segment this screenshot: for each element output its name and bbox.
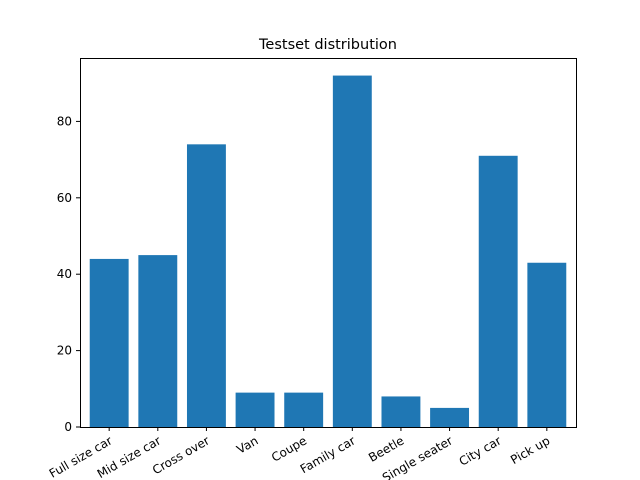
y-tick-label: 40 bbox=[57, 267, 72, 281]
bar-beetle bbox=[381, 396, 421, 427]
y-axis: 0 20 40 60 80 bbox=[57, 114, 80, 434]
y-tick-label: 20 bbox=[57, 344, 72, 358]
x-tick-label: Pick up bbox=[508, 433, 552, 467]
plot-frame bbox=[80, 58, 577, 428]
bar-cross-over bbox=[186, 144, 226, 427]
bar-city-car bbox=[478, 155, 518, 427]
bar-mid-size-car bbox=[138, 255, 178, 427]
bar-coupe bbox=[284, 392, 324, 427]
bar-pick-up bbox=[527, 262, 567, 427]
bar-single-seater bbox=[430, 407, 470, 427]
bar-van bbox=[235, 392, 275, 427]
chart-title: Testset distribution bbox=[258, 37, 397, 53]
bar-full-size-car bbox=[89, 258, 129, 427]
y-tick-label: 0 bbox=[64, 420, 72, 434]
bar-family-car bbox=[332, 75, 372, 428]
y-tick-label: 80 bbox=[57, 114, 72, 128]
x-tick-label: City car bbox=[457, 433, 504, 468]
bars-group bbox=[89, 75, 567, 428]
x-tick-label: Van bbox=[234, 433, 260, 456]
x-tick-label: Family car bbox=[298, 433, 358, 476]
y-tick-label: 60 bbox=[57, 191, 72, 205]
